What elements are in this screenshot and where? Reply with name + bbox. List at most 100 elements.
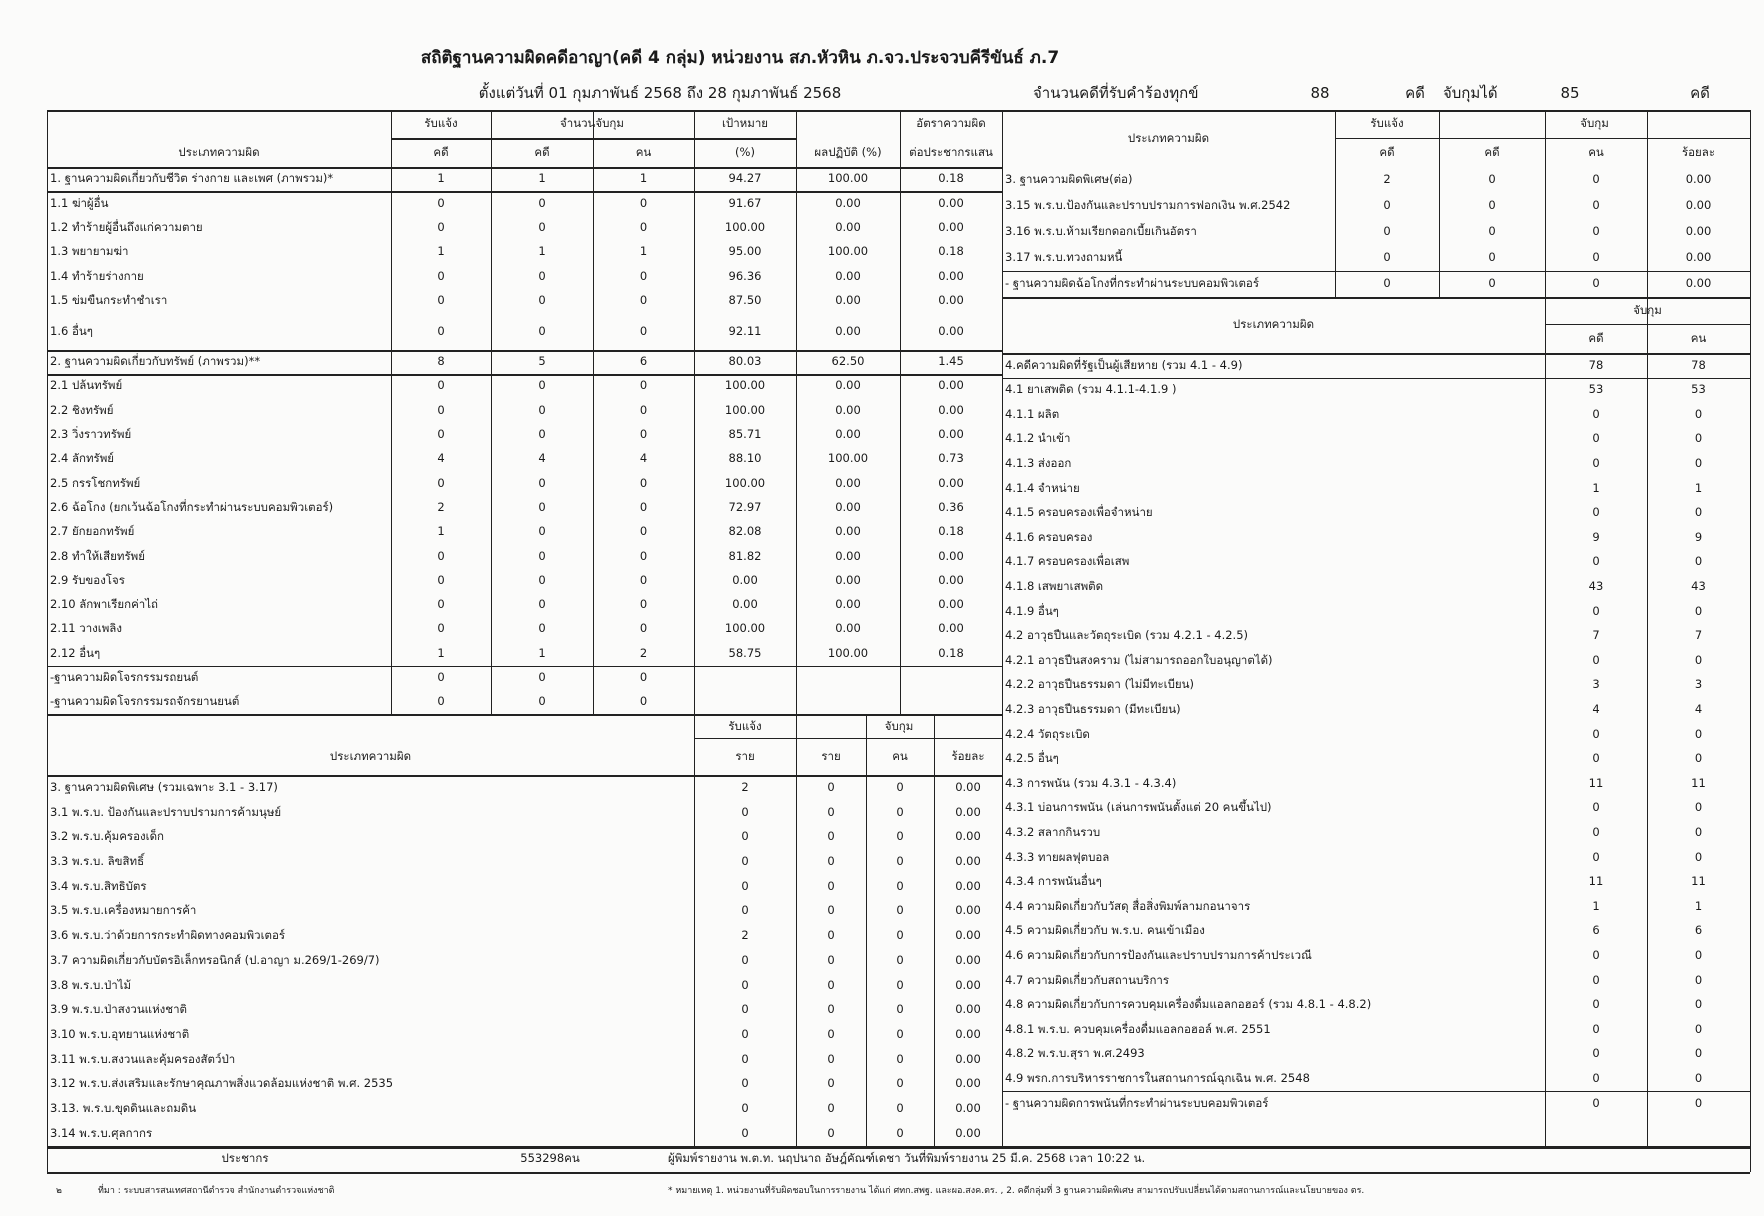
offense-value: 0.00 [938, 475, 964, 490]
offense-value: 1 [538, 645, 546, 660]
offense-label: 4.8 ความผิดเกี่ยวกับการควบคุมเครื่องดื่ม… [1005, 997, 1372, 1012]
offense-label: 4.3.1 บ่อนการพนัน (เล่นการพนันตั้งแต่ 20… [1005, 800, 1272, 815]
header-item: ราย [735, 749, 755, 764]
header-arrested-right: จับกุม [1580, 116, 1609, 131]
offense-value: 0 [538, 427, 546, 442]
offense-value: 8 [437, 354, 445, 369]
offense-label: - ฐานความผิดการพนันที่กระทำผ่านระบบคอมพิ… [1005, 1095, 1269, 1110]
offense-value: 0 [437, 219, 445, 234]
printed-by: ผู้พิมพ์รายงาน พ.ต.ท. นฤปนาถ อัษฎ์คัณฑ์เ… [668, 1151, 1146, 1166]
offense-value: 82.08 [728, 524, 762, 539]
offense-value: 0 [1383, 250, 1391, 265]
offense-label: 2.2 ชิงทรัพย์ [50, 402, 114, 417]
header-arrested-person: คน [892, 749, 908, 764]
offense-value: 0.00 [938, 427, 964, 442]
offense-value: 1 [1694, 898, 1703, 913]
header-arrest-person: คน [635, 144, 652, 159]
offense-value: 0.00 [955, 1076, 981, 1091]
offense-value: 0 [1592, 997, 1600, 1012]
column-rule [900, 110, 902, 715]
offense-value: 0.00 [938, 378, 964, 393]
offense-label: 4.2.2 อาวุธปืนธรรมดา (ไม่มีทะเบียน) [1005, 677, 1194, 692]
offense-value: 0.00 [938, 402, 964, 417]
offense-value: 0 [1592, 172, 1600, 187]
offense-value: 58.75 [728, 645, 762, 660]
offense-value [796, 690, 900, 714]
offense-label: 2.11 วางเพลิง [50, 621, 122, 636]
offense-value: 0 [437, 292, 445, 307]
offense-value: 0 [639, 475, 648, 490]
offense-label: 3.2 พ.ร.บ.คุ้มครองเด็ก [50, 829, 164, 844]
table-rule [47, 1172, 1750, 1174]
table-rule [47, 714, 1002, 716]
offense-value: 0 [1694, 751, 1703, 766]
offense-value: 0 [1694, 997, 1703, 1012]
offense-value: 0 [1694, 824, 1703, 839]
offense-value: 0 [1592, 603, 1600, 618]
offense-value: 0.00 [835, 427, 861, 442]
offense-label: 1.3 พยายามฆ่า [50, 244, 129, 259]
offense-value: 0 [896, 903, 904, 918]
offense-value: 11 [1691, 874, 1706, 889]
offense-value: 0 [896, 952, 904, 967]
offense-label: 1. ฐานความผิดเกี่ยวกับชีวิต ร่างกาย และเ… [50, 171, 334, 186]
offense-value: 0.36 [938, 499, 964, 514]
offense-value: 0 [1592, 849, 1600, 864]
offense-value: 0 [896, 1027, 904, 1042]
offense-value: 0 [1383, 276, 1391, 291]
offense-value: 0.00 [955, 1051, 981, 1066]
population-label: ประชากร [221, 1151, 269, 1166]
offense-value: 0 [1592, 554, 1600, 569]
offense-value: 0 [741, 854, 749, 869]
offense-value: 0 [538, 621, 546, 636]
offense-label: 4.1.7 ครอบครองเพื่อเสพ [1005, 554, 1130, 569]
offense-value: 0 [827, 804, 835, 819]
header-type-4: ประเภทความผิด [1232, 317, 1315, 332]
offense-value: 0 [538, 268, 546, 283]
offense-value: 0 [1694, 972, 1703, 987]
offense-value: 1 [437, 645, 445, 660]
offense-label: 1.5 ข่มขืนกระทำชำเรา [50, 292, 168, 307]
header-arrested-3: จับกุม [884, 718, 914, 733]
offense-value: 7 [1592, 628, 1600, 643]
offense-label: 2.9 รับของโจร [50, 572, 125, 587]
offense-value: 0 [1592, 505, 1600, 520]
offense-label: 4.7 ความผิดเกี่ยวกับสถานบริการ [1005, 972, 1170, 987]
offense-label: 2.5 กรรโชกทรัพย์ [50, 475, 141, 490]
population-value: 553298คน [520, 1151, 580, 1166]
offense-value: 0 [741, 903, 749, 918]
offense-label: 4.1.6 ครอบครอง [1005, 529, 1093, 544]
offense-label: 4.3 การพนัน (รวม 4.3.1 - 4.3.4) [1005, 775, 1177, 790]
column-rule [593, 110, 595, 715]
offense-value: 6 [639, 354, 648, 369]
offense-value: 0 [896, 1051, 904, 1066]
offense-value: 0 [538, 572, 546, 587]
offense-label: 4.8.2 พ.ร.บ.สุรา พ.ศ.2493 [1005, 1046, 1145, 1061]
header-target-percent: (%) [735, 144, 755, 159]
offense-value: 0 [437, 323, 445, 338]
offense-value: 0 [1592, 947, 1600, 962]
offense-value: 0 [437, 597, 445, 612]
offense-value: 0 [896, 1101, 904, 1116]
offense-label: 2.12 อื่นๆ [50, 645, 101, 660]
header-arrest-case: คดี [534, 144, 550, 159]
report-period: ตั้งแต่วันที่ 01 กุมภาพันธ์ 2568 ถึง 28 … [478, 83, 842, 102]
offense-value: 0 [896, 928, 904, 943]
offense-label: 3.16 พ.ร.บ.ห้ามเรียกดอกเบี้ยเกินอัตรา [1005, 224, 1197, 239]
offense-value: 0 [639, 427, 648, 442]
offense-value: 0.00 [938, 572, 964, 587]
offense-label: 4.1.4 จำหน่าย [1005, 480, 1080, 495]
offense-value: 4 [1694, 701, 1703, 716]
offense-value [900, 690, 1002, 714]
header-result: ผลปฏิบัติ (%) [814, 144, 882, 159]
offense-value: 11 [1691, 775, 1706, 790]
offense-label: 4.1.1 ผลิต [1005, 406, 1060, 421]
offense-value [900, 666, 1002, 690]
offense-value: 0 [538, 323, 546, 338]
arrested-label: จับกุมได้ [1443, 83, 1498, 102]
offense-value: 0.00 [1685, 224, 1712, 239]
offense-value: 0 [827, 1027, 835, 1042]
header-reported-case-right: คดี [1379, 144, 1395, 159]
offense-value: 0 [741, 1002, 749, 1017]
offense-value: 0 [639, 292, 648, 307]
